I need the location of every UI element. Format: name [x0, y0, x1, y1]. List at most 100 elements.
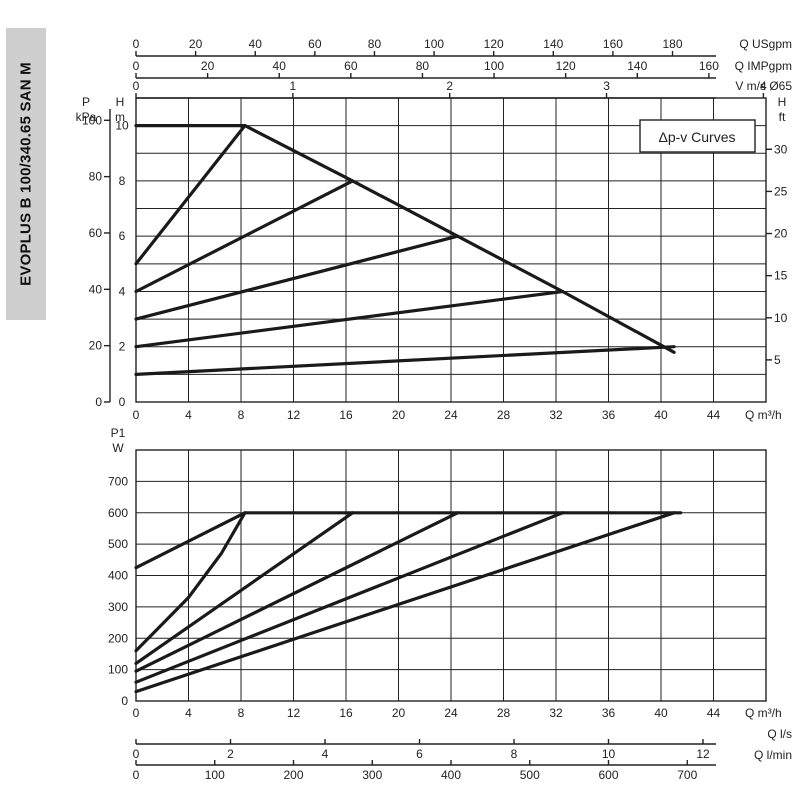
y-tick-label: 4	[119, 284, 126, 298]
kpa-tick-label: 100	[82, 113, 102, 127]
bottom-axis-tick-label: 0	[133, 747, 140, 761]
top-axis-tick-label: 2	[446, 79, 453, 93]
y-tick-label: 0	[121, 694, 128, 708]
top-axis-tick-label: 3	[603, 79, 610, 93]
top-axis-label: V m/s Ø65	[735, 79, 792, 93]
top-axis-tick-label: 80	[416, 59, 430, 73]
y-tick-label: 500	[108, 537, 128, 551]
top-axis-tick-label: 180	[663, 37, 683, 51]
y-axis-label: P1	[111, 426, 126, 440]
x-tick-label: 20	[392, 408, 406, 422]
y-tick-label: 300	[108, 600, 128, 614]
kpa-tick-label: 40	[89, 282, 103, 296]
head-curve	[134, 124, 676, 354]
power-curve	[134, 511, 247, 653]
x-tick-label: 16	[339, 706, 353, 720]
y-tick-label: 400	[108, 569, 128, 583]
head-flow-chart: 0 4 8 12 16 20 24 28 32 36 40 44 Q m³/h0246810Hm0204…	[76, 37, 793, 422]
x-tick-label: 36	[602, 408, 616, 422]
x-axis-label: Q m³/h	[745, 706, 782, 720]
head-curve	[134, 234, 460, 321]
bottom-axis-tick-label: 400	[441, 768, 461, 782]
y-tick-label: 6	[119, 229, 126, 243]
x-tick-label: 0	[133, 706, 140, 720]
top-axis-tick-label: 100	[424, 37, 444, 51]
x-tick-label: 44	[707, 408, 721, 422]
x-tick-label: 28	[497, 706, 511, 720]
y-tick-label: 10	[115, 119, 129, 133]
head-curve	[134, 289, 565, 349]
y-tick-label: 2	[119, 340, 126, 354]
ft-tick-label: 30	[774, 142, 788, 156]
top-axis-tick-label: 40	[249, 37, 263, 51]
bottom-axis-tick-label: 2	[227, 747, 234, 761]
ft-axis-unit: ft	[779, 110, 786, 124]
pump-model-label: EVOPLUS B 100/340.65 SAN M	[6, 28, 46, 320]
y-tick-label: 100	[108, 663, 128, 677]
head-curve	[134, 179, 355, 294]
top-axis-tick-label: 0	[133, 79, 140, 93]
x-tick-label: 24	[444, 408, 458, 422]
ft-tick-label: 25	[774, 184, 788, 198]
kpa-tick-label: 80	[89, 170, 103, 184]
plot-frame	[135, 449, 767, 702]
bottom-axis-tick-label: 200	[283, 768, 303, 782]
kpa-axis-unit: kPa	[76, 110, 97, 124]
bottom-axis-tick-label: 8	[511, 747, 518, 761]
ft-tick-label: 10	[774, 311, 788, 325]
x-tick-label: 16	[339, 408, 353, 422]
x-tick-label: 24	[444, 706, 458, 720]
top-axis-label: Q USgpm	[739, 37, 792, 51]
x-tick-label: 36	[602, 706, 616, 720]
top-axis-tick-label: 140	[543, 37, 563, 51]
top-axis-tick-label: 4	[760, 79, 767, 93]
bottom-axis-tick-label: 100	[205, 768, 225, 782]
bottom-axis-tick-label: 500	[520, 768, 540, 782]
legend-box-text: Δp-v Curves	[658, 129, 735, 145]
x-tick-label: 0	[133, 408, 140, 422]
top-axis-tick-label: 120	[556, 59, 576, 73]
x-axis-label: Q m³/h	[745, 408, 782, 422]
y-tick-label: 0	[119, 395, 126, 409]
x-tick-label: 8	[238, 408, 245, 422]
y-axis-unit: W	[112, 441, 124, 455]
bottom-axis-tick-label: 0	[133, 768, 140, 782]
y-tick-label: 8	[119, 174, 126, 188]
top-axis-tick-label: 160	[603, 37, 623, 51]
ft-tick-label: 15	[774, 269, 788, 283]
kpa-tick-label: 60	[89, 226, 103, 240]
top-axis-tick-label: 20	[201, 59, 215, 73]
x-tick-label: 32	[549, 706, 563, 720]
top-axis-label: Q IMPgpm	[735, 59, 792, 73]
ft-axis-label: H	[778, 95, 787, 109]
x-tick-label: 4	[185, 408, 192, 422]
y-tick-label: 200	[108, 631, 128, 645]
bottom-axis-tick-label: 300	[362, 768, 382, 782]
legend-box: Δp-v Curves	[639, 119, 756, 153]
top-axis-tick-label: 160	[699, 59, 719, 73]
y-tick-label: 700	[108, 474, 128, 488]
head-curve	[134, 124, 247, 266]
top-axis-tick-label: 80	[368, 37, 382, 51]
head-curve	[134, 345, 676, 376]
power-curve	[134, 511, 683, 570]
bottom-axis-label: Q l/min	[754, 748, 792, 762]
bottom-axis-tick-label: 10	[602, 747, 616, 761]
bottom-axis-tick-label: 600	[598, 768, 618, 782]
y-axis-label: H	[116, 95, 125, 109]
top-axis-tick-label: 120	[484, 37, 504, 51]
x-tick-label: 20	[392, 706, 406, 720]
ft-tick-label: 5	[774, 353, 781, 367]
kpa-tick-label: 0	[95, 395, 102, 409]
ft-tick-label: 20	[774, 227, 788, 241]
x-tick-label: 8	[238, 706, 245, 720]
power-curve	[134, 511, 676, 694]
y-axis-unit: m	[115, 110, 125, 124]
top-axis-tick-label: 40	[273, 59, 287, 73]
x-tick-label: 44	[707, 706, 721, 720]
x-tick-label: 40	[654, 408, 668, 422]
kpa-axis-label: P	[82, 95, 90, 109]
top-axis-tick-label: 1	[290, 79, 297, 93]
x-tick-label: 12	[287, 706, 301, 720]
